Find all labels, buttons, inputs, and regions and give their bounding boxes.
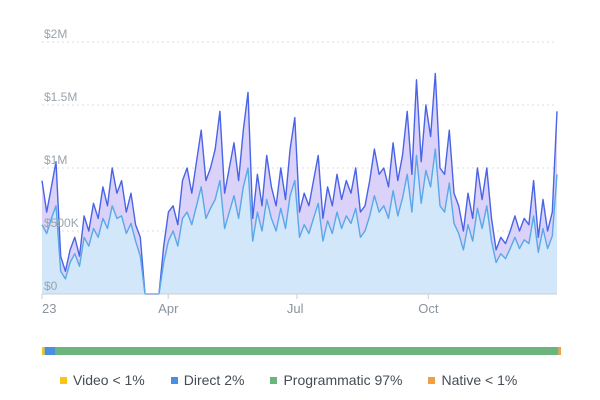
legend-item: Programmatic 97%: [270, 372, 402, 388]
share-bar-segment: [44, 347, 55, 355]
legend-item: Native < 1%: [428, 372, 517, 388]
legend-swatch: [428, 376, 436, 384]
y-tick-label: $1M: [44, 153, 67, 167]
x-axis-ticks: 23 Apr Jul Oct: [41, 294, 439, 316]
y-axis-ticks: $0 $500K $1M $1.5M $2M: [44, 27, 79, 293]
legend-label: Native < 1%: [441, 372, 518, 388]
y-tick-label: $1.5M: [44, 90, 77, 104]
y-tick-label: $2M: [44, 27, 67, 41]
share-bar: [42, 347, 561, 355]
legend-item: Direct 2%: [170, 372, 245, 388]
legend-label: Video < 1%: [73, 372, 145, 388]
legend-swatch: [170, 376, 178, 384]
legend-label: Direct 2%: [183, 372, 245, 388]
y-tick-label: $0: [44, 279, 58, 293]
x-tick-label: Apr: [158, 301, 179, 316]
legend-label: Programmatic 97%: [283, 372, 403, 388]
legend: Video < 1% Direct 2% Programmatic 97% Nativ…: [60, 370, 580, 390]
x-tick-label: Jul: [287, 301, 304, 316]
share-bar-segment: [55, 347, 559, 355]
series-1-line: [41, 148, 558, 295]
series-0-line: [41, 72, 558, 295]
x-tick-label: Oct: [418, 301, 439, 316]
legend-swatch: [60, 376, 67, 384]
y-tick-label: $500K: [44, 216, 79, 230]
legend-item: Video < 1%: [60, 372, 145, 388]
share-bar-segment: [42, 347, 45, 355]
share-bar-segment: [558, 347, 561, 355]
x-tick-label: 23: [42, 301, 56, 316]
series-1-area: [42, 149, 557, 294]
legend-swatch: [270, 376, 278, 384]
series-areas: [41, 72, 558, 295]
